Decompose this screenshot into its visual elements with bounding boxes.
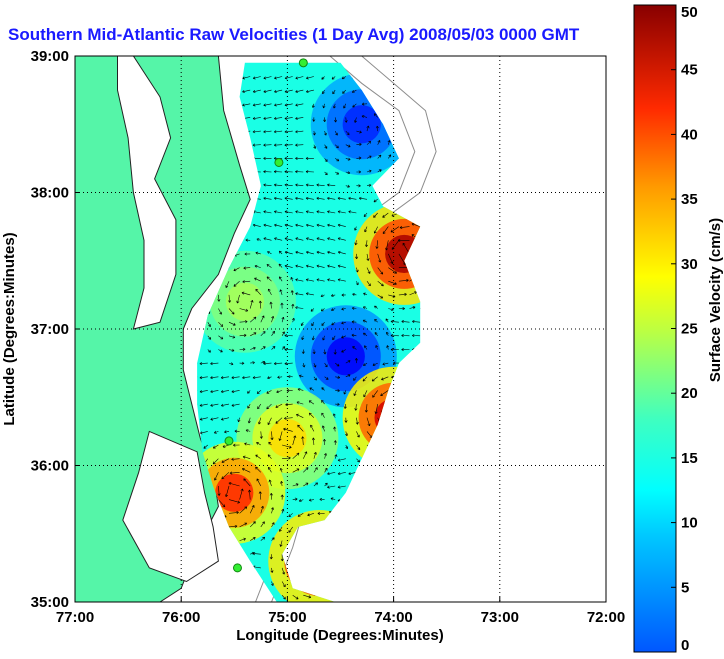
colorbar-tick-label: 45 xyxy=(681,62,698,79)
speed-feature-ring xyxy=(215,473,254,512)
y-tick-label: 36:00 xyxy=(31,458,69,475)
speed-feature-ring xyxy=(326,337,365,376)
chesapeake-bay xyxy=(117,56,177,330)
chart-title: Southern Mid-Atlantic Raw Velocities (1 … xyxy=(8,25,580,44)
x-tick-label: 75:00 xyxy=(268,609,306,626)
speed-feature-ring xyxy=(268,419,307,458)
colorbar-bar xyxy=(633,4,677,653)
x-axis-label: Longitude (Degrees:Minutes) xyxy=(236,627,444,644)
colorbar-tick-label: 35 xyxy=(681,191,698,208)
x-tick-label: 76:00 xyxy=(162,609,200,626)
colorbar-tick-label: 50 xyxy=(681,4,698,21)
y-tick-label: 37:00 xyxy=(31,321,69,338)
y-axis-label: Latitude (Degrees:Minutes) xyxy=(1,232,18,425)
radar-site-marker xyxy=(232,563,242,573)
radar-site-marker xyxy=(298,58,308,68)
pamlico-sound xyxy=(122,430,219,583)
colorbar-tick-label: 15 xyxy=(681,450,698,467)
radar-site-marker xyxy=(224,436,234,446)
colorbar-tick-label: 10 xyxy=(681,515,698,532)
colorbar: 0 5 10 15 20 25 30 35 40 45 50 Surface Velocity (c… xyxy=(633,4,724,654)
speed-feature-ring xyxy=(342,105,381,144)
colorbar-ticks: 0 5 10 15 20 25 30 35 40 45 50 xyxy=(671,4,698,654)
colorbar-tick-label: 0 xyxy=(681,637,689,654)
x-axis-ticks: 77:00 76:00 75:00 74:00 73:00 72:00 xyxy=(56,597,625,626)
x-tick-label: 74:00 xyxy=(374,609,412,626)
colorbar-tick-label: 25 xyxy=(681,321,698,338)
x-tick-label: 77:00 xyxy=(56,609,94,626)
speed-feature-ring xyxy=(225,282,265,321)
colorbar-tick-label: 40 xyxy=(681,126,698,143)
y-tick-label: 38:00 xyxy=(31,185,69,202)
colorbar-label: Surface Velocity (cm/s) xyxy=(707,218,724,382)
x-tick-label: 72:00 xyxy=(587,609,625,626)
plot-area: 77:00 76:00 75:00 74:00 73:00 72:00 35:00 36:0… xyxy=(31,48,626,626)
y-tick-label: 35:00 xyxy=(31,594,69,611)
colorbar-tick-label: 30 xyxy=(681,256,698,273)
y-axis-ticks: 35:00 36:00 37:00 38:00 39:00 xyxy=(31,48,80,611)
x-tick-label: 73:00 xyxy=(481,609,519,626)
colorbar-tick-label: 20 xyxy=(681,385,698,402)
grid-lines xyxy=(75,56,606,602)
y-tick-label: 39:00 xyxy=(31,48,69,65)
radar-site-marker xyxy=(274,157,284,167)
colorbar-tick-label: 5 xyxy=(681,579,689,596)
